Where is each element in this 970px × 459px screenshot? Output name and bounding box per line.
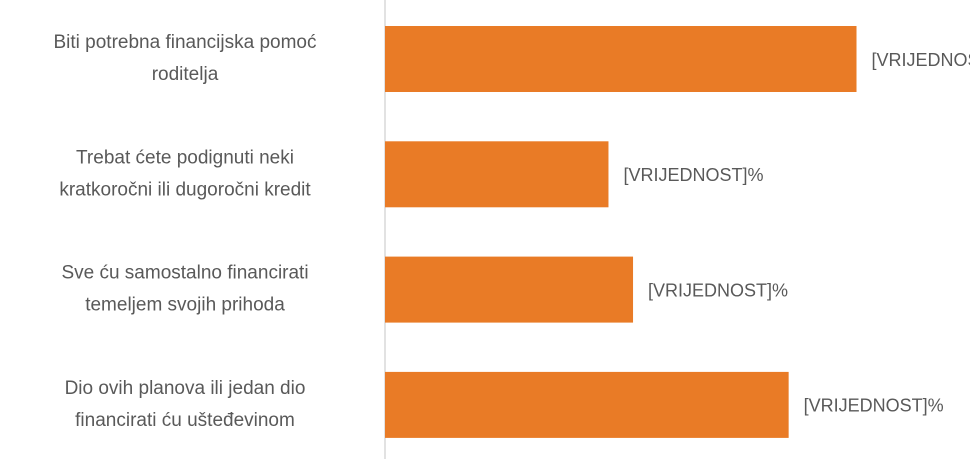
category-label-line: financirati ću ušteđevinom [75,410,295,431]
data-label: [VRIJEDNOST]% [872,50,970,70]
category-label: Dio ovih planova ili jedan dio financirat… [65,378,306,431]
category-label-line: Trebat ćete podignuti neki [76,147,294,168]
category-label-line: kratkoročni ili dugoročni kredit [59,179,311,200]
category-label-line: Dio ovih planova ili jedan dio [65,378,306,399]
bar [385,141,609,208]
bar [385,26,857,92]
category-label-line: Sve ću samostalno financirati [61,263,308,284]
category-label-line: roditelja [152,64,219,85]
bar [385,256,634,323]
category-label: Trebat ćete podignuti neki kratkoročni il… [59,147,311,200]
data-label: [VRIJEDNOST]% [648,280,788,300]
category-label-line: temeljem svojih prihoda [85,295,285,316]
data-label: [VRIJEDNOST]% [623,165,763,185]
category-label-line: Biti potrebna financijska pomoć [54,32,317,53]
category-label: Sve ću samostalno financirati temeljem sv… [61,263,308,316]
bar [385,371,789,438]
category-label: Biti potrebna financijska pomoć roditelja [54,32,317,85]
data-label: [VRIJEDNOST]% [804,396,944,416]
